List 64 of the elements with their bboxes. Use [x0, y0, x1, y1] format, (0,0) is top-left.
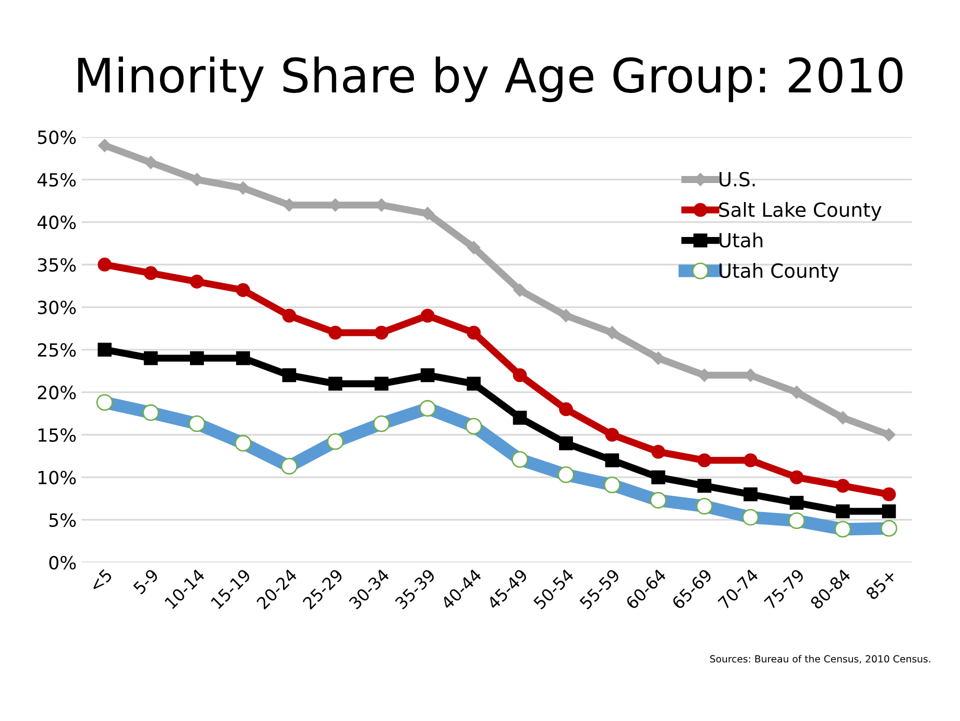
- legend-label: U.S.: [720, 172, 755, 187]
- y-tick-label: 0%: [49, 556, 76, 570]
- point: [374, 326, 388, 340]
- point: [513, 284, 526, 297]
- point: [420, 308, 435, 323]
- point: [466, 326, 481, 340]
- point: [420, 368, 435, 382]
- point: [559, 402, 573, 416]
- point: [236, 283, 250, 298]
- point: [652, 352, 665, 365]
- point: [836, 504, 850, 518]
- chart-title: Minority Share by Age Group: 2010: [78, 56, 902, 102]
- y-tick-label: 20%: [38, 386, 76, 400]
- y-tick-label: 15%: [38, 428, 76, 442]
- point: [98, 138, 112, 152]
- x-tick-label: <5: [88, 568, 113, 592]
- point: [559, 309, 573, 322]
- point: [98, 258, 112, 272]
- point: [790, 496, 804, 510]
- point: [882, 487, 896, 502]
- y-tick-label: 5%: [49, 513, 76, 527]
- point: [144, 266, 158, 280]
- y-tick-label: 45%: [37, 172, 76, 187]
- point: [282, 368, 296, 382]
- point: [605, 453, 620, 468]
- point: [512, 368, 527, 382]
- y-tick-label: 25%: [38, 343, 76, 357]
- point: [236, 351, 250, 366]
- source-note: Sources: Bureau of the Census, 2010 Census.: [710, 655, 930, 664]
- point: [790, 470, 804, 484]
- x-tick-label: 5-9: [132, 568, 160, 595]
- point: [282, 308, 296, 323]
- point: [190, 274, 204, 289]
- point: [190, 351, 204, 366]
- y-tick-label: 10%: [38, 470, 76, 484]
- point: [836, 411, 850, 424]
- point: [651, 470, 666, 484]
- point: [512, 410, 527, 425]
- y-tick-label: 40%: [37, 216, 76, 230]
- point: [374, 376, 388, 391]
- y-tick-label: 30%: [38, 300, 76, 314]
- point: [98, 342, 112, 357]
- x-tick-label: 85+: [865, 568, 897, 600]
- point: [651, 444, 666, 459]
- legend-label: Utah: [720, 232, 762, 248]
- point: [744, 453, 758, 468]
- point: [790, 386, 804, 399]
- point: [328, 326, 342, 340]
- point: [466, 376, 481, 391]
- point: [697, 453, 712, 468]
- point: [605, 428, 620, 442]
- point: [744, 487, 758, 502]
- point: [606, 326, 619, 340]
- point: [882, 504, 896, 518]
- point: [467, 241, 480, 254]
- point: [882, 428, 896, 442]
- y-tick-label: 35%: [38, 258, 76, 272]
- point: [144, 351, 158, 366]
- y-tick-label: 50%: [38, 130, 76, 144]
- point: [559, 436, 573, 450]
- point: [144, 156, 158, 170]
- point: [328, 376, 342, 391]
- point: [697, 478, 712, 493]
- point: [836, 478, 850, 493]
